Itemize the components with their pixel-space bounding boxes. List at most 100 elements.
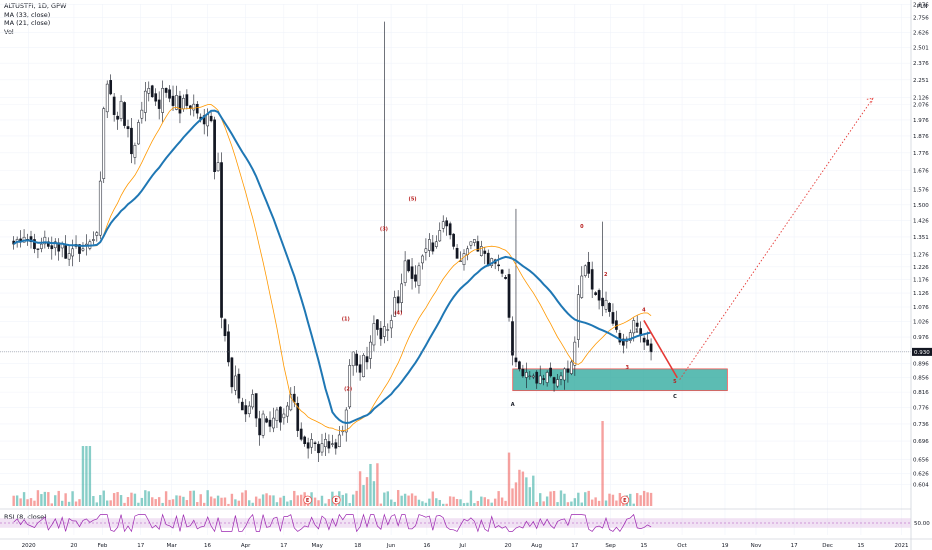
candle-body: [64, 245, 67, 259]
volume-bar: [358, 471, 362, 506]
legend-ma33[interactable]: MA (33, close): [4, 10, 51, 19]
candle-body: [393, 297, 397, 317]
candle-body: [476, 241, 480, 252]
candle-body: [258, 418, 261, 436]
volume-bar: [518, 469, 521, 506]
volume-bar: [116, 492, 119, 506]
volume-bar: [19, 498, 22, 506]
volume-bar: [500, 497, 504, 506]
candle-body: [240, 401, 244, 411]
candle-body: [459, 260, 462, 262]
x-tick-label: Dec: [822, 543, 833, 549]
candle-body: [497, 264, 500, 267]
y-tick-label: 2.376: [913, 61, 929, 67]
volume-bar: [251, 502, 254, 506]
volume-bar: [119, 495, 123, 506]
volume-bar: [421, 501, 424, 506]
volume-bar: [60, 500, 64, 506]
volume-bar: [275, 502, 279, 506]
legend-ma21[interactable]: MA (21, close): [4, 19, 51, 28]
x-tick-label: 20: [504, 543, 511, 549]
volume-bar: [507, 452, 511, 506]
candle-body: [511, 321, 514, 356]
volume-bar: [36, 490, 40, 506]
volume-bar: [92, 496, 95, 506]
candle-body: [632, 320, 636, 334]
candle-body: [414, 274, 417, 282]
candle-body: [244, 405, 248, 415]
candle-body: [407, 259, 410, 272]
volume-bars: [12, 421, 653, 506]
wave-label: (2): [344, 387, 352, 393]
candle-body: [587, 261, 591, 274]
candle-body: [279, 406, 282, 423]
volume-bar: [220, 497, 223, 506]
candle-body: [168, 89, 171, 99]
volume-bar: [261, 494, 265, 506]
volume-bar: [345, 493, 348, 506]
volume-bar: [168, 499, 171, 506]
projection-line: [679, 98, 874, 380]
volume-bar: [230, 493, 234, 506]
candle-body: [206, 114, 210, 127]
volume-bar: [597, 500, 601, 506]
volume-bar: [175, 495, 178, 506]
rsi-legend[interactable]: RSI (8, close): [4, 513, 47, 521]
volume-bar: [137, 502, 140, 506]
rsi-pane: [0, 513, 911, 533]
volume-bar: [542, 501, 545, 506]
volume-bar: [629, 493, 632, 506]
y-tick-label: 1.500: [913, 203, 929, 209]
volume-bar: [514, 482, 518, 506]
volume-bar: [286, 501, 289, 506]
candle-body: [549, 367, 552, 377]
volume-bar: [123, 502, 126, 506]
x-tick-label: Feb: [98, 543, 108, 549]
volume-bar: [216, 495, 220, 506]
x-tick-label: 17: [137, 543, 144, 549]
event-marker: [620, 495, 630, 505]
volume-bar: [348, 503, 351, 506]
legend-vol[interactable]: Vol: [4, 27, 14, 36]
volume-bar: [244, 490, 247, 506]
candle-body: [119, 100, 123, 119]
chart-legend: ALTUSTFI, 1D, GPW MA (33, close) MA (21,…: [4, 2, 66, 36]
y-tick-label: 0.816: [913, 390, 929, 396]
volume-bar: [299, 494, 303, 506]
x-tick-label: 17: [571, 543, 578, 549]
wave-label: (3): [380, 226, 388, 232]
candle-body: [247, 405, 251, 414]
candle-body: [220, 162, 223, 318]
volume-bar: [282, 495, 286, 506]
volume-bar: [279, 497, 282, 506]
volume-bar: [532, 475, 535, 506]
volume-bar: [109, 500, 112, 506]
candle-body: [351, 351, 355, 367]
volume-bar: [144, 490, 147, 506]
volume-bar: [469, 490, 473, 506]
ma33-line: [13, 109, 652, 425]
candle-body: [209, 115, 213, 122]
volume-bar: [511, 488, 514, 506]
x-tick-label: May: [311, 543, 323, 549]
x-tick-label: 20: [70, 543, 77, 549]
volume-bar: [196, 502, 199, 506]
volume-bar: [414, 495, 417, 506]
y-tick-label: 1.576: [913, 188, 929, 194]
volume-bar: [289, 500, 293, 506]
volume-bar: [438, 499, 441, 506]
volume-bar: [525, 477, 528, 506]
candle-body: [175, 95, 178, 110]
volume-bar: [227, 503, 230, 506]
rsi-level-label: 50.00: [914, 521, 930, 527]
candle-body: [161, 88, 164, 113]
y-tick-label: 2.626: [913, 30, 929, 36]
candle-body: [320, 443, 324, 453]
candle-body: [518, 361, 521, 370]
candle-body: [469, 241, 473, 246]
volume-bar: [95, 502, 99, 506]
y-tick-label: 1.676: [913, 169, 929, 175]
y-tick-label: 1.426: [913, 218, 929, 224]
legend-symbol[interactable]: ALTUSTFI, 1D, GPW: [4, 2, 67, 10]
